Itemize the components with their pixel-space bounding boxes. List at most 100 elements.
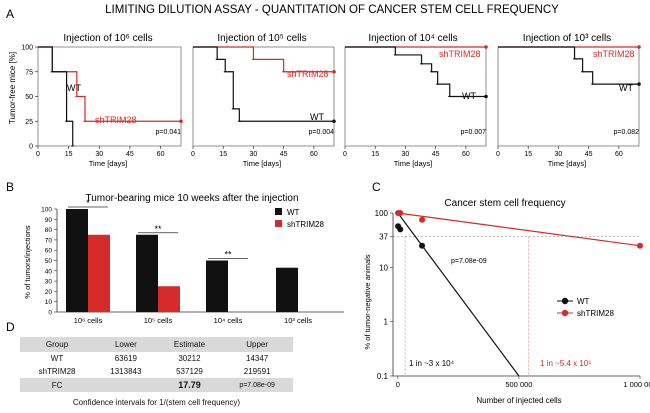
bar-wt — [206, 260, 228, 312]
y-tick-label: 20 — [45, 289, 53, 296]
survival-chart-pvalue: p=0.004 — [309, 129, 335, 136]
y-tick-label: 70 — [45, 237, 53, 244]
wt-data-point — [397, 226, 404, 233]
x-tick-label: 30 — [402, 151, 410, 158]
x-tick-label: 60 — [310, 151, 318, 158]
wt-frequency-annotation: 1 in ~3 x 10⁴ — [409, 359, 455, 368]
wt-line-label: WT — [67, 83, 81, 93]
survival-chart-title: Injection of 10⁵ cells — [217, 33, 306, 44]
table-header-row: Group Lower Estimate Upper — [20, 337, 293, 352]
x-tick-label: 45 — [280, 151, 288, 158]
censor-marker — [179, 119, 183, 124]
column-header: Group — [20, 337, 95, 352]
x-tick-label: 15 — [65, 151, 73, 158]
wt-survival-line — [345, 46, 486, 98]
y-tick-label: 50 — [45, 258, 53, 265]
column-header: Upper — [221, 337, 293, 352]
y-tick-label: 0 — [48, 310, 52, 317]
y-tick-label: 0 — [29, 144, 33, 151]
panel-b-label: B — [6, 180, 14, 194]
y-tick-label: 50 — [25, 94, 33, 101]
survival-chart-4: Injection of 10³ cells Time [days] p=0.0… — [496, 33, 641, 168]
frequency-chart-pvalue: p=7.08e-09 — [451, 258, 487, 265]
x-tick-label: 15 — [371, 151, 379, 158]
panel-d-label: D — [6, 320, 15, 334]
panel-a-ylabel: Tumor-free mice [%] — [8, 52, 17, 124]
y-tick-label: 1 — [384, 318, 389, 327]
y-tick-label: 10 — [45, 299, 53, 306]
table-cell: FC — [20, 378, 95, 392]
wt-line-label: WT — [619, 83, 633, 93]
y-tick-label: 100 — [41, 207, 52, 214]
survival-chart-pvalue: p=0.041 — [156, 129, 182, 136]
survival-chart-xlabel: Time [days] — [89, 159, 127, 168]
category-label: 10⁵ cells — [144, 316, 173, 325]
y-tick-label: 80 — [45, 227, 53, 234]
wt-survival-line — [193, 46, 334, 122]
shtrim28-data-point — [637, 242, 643, 249]
y-tick-label: 30 — [45, 279, 53, 286]
legend-marker-wt — [561, 297, 569, 305]
x-tick-label: 60 — [615, 151, 623, 158]
bar-wt — [276, 267, 298, 312]
figure-title: LIMITING DILUTION ASSAY - QUANTITATION O… — [105, 4, 559, 16]
survival-chart-2: Injection of 10⁵ cells Time [days] p=0.0… — [191, 33, 336, 168]
table-cell: 1313843 — [110, 367, 142, 376]
legend-swatch-wt — [275, 208, 282, 215]
shtrim28-line-label: shTRIM28 — [95, 115, 137, 125]
wt-survival-line — [498, 46, 639, 85]
bar-shtrim28 — [158, 286, 180, 312]
y-tick-label: 100 — [21, 45, 33, 52]
confidence-table: Group Lower Estimate Upper WT 63619 3021… — [20, 337, 293, 392]
x-tick-label: 30 — [95, 151, 103, 158]
significance-marker: ** — [154, 224, 162, 234]
table-cell: 14347 — [246, 354, 269, 363]
censor-marker — [637, 82, 641, 86]
legend-label-wt: WT — [577, 297, 590, 306]
x-tick-label: 0 — [191, 151, 195, 158]
x-tick-label: 15 — [219, 151, 227, 158]
survival-chart-pvalue: p=0.082 — [614, 129, 640, 136]
y-tick-label: 0.1 — [377, 372, 389, 381]
x-tick-label: 30 — [250, 151, 258, 158]
x-tick-label: 500 000 — [505, 380, 532, 389]
x-tick-label: 30 — [555, 151, 563, 158]
survival-chart-1: Injection of 10⁶ cells Time [days] p=0.0… — [21, 33, 183, 168]
frequency-chart-ylabel: % of tumor-negative animals — [363, 254, 372, 349]
category-label: 10³ cells — [284, 316, 312, 325]
bar-chart-title: Tumor-bearing mice 10 weeks after the in… — [85, 193, 298, 204]
wt-line-label: WT — [310, 112, 324, 122]
survival-chart-xlabel: Time [days] — [243, 159, 281, 168]
survival-chart-title: Injection of 10⁴ cells — [368, 33, 457, 44]
table-cell: 537129 — [176, 367, 203, 376]
shtrim28-line-label: shTRIM28 — [593, 49, 635, 59]
frequency-chart-xlabel: Number of injected cells — [476, 396, 561, 405]
x-tick-label: 60 — [462, 151, 470, 158]
panel-a-label: A — [6, 7, 14, 21]
x-tick-label: 0 — [496, 151, 500, 158]
legend-swatch-shtrim28 — [275, 220, 282, 227]
censor-marker — [637, 45, 641, 49]
category-label: 10⁴ cells — [214, 316, 243, 325]
significance-marker: ** — [224, 250, 232, 260]
survival-chart-xlabel: Time [days] — [548, 159, 586, 168]
y-tick-label: 100 — [375, 209, 389, 218]
wt-survival-line — [38, 46, 74, 146]
significance-marker: * — [86, 198, 90, 208]
y-tick-label: 40 — [45, 268, 53, 275]
x-tick-label: 0 — [36, 151, 40, 158]
shtrim28-data-point — [419, 216, 426, 223]
x-tick-label: 45 — [585, 151, 593, 158]
bar-chart-ylabel: % of tumors/injections — [23, 225, 32, 299]
legend-label-shtrim28: shTRIM28 — [577, 309, 614, 318]
censor-marker — [332, 69, 336, 74]
bar-shtrim28 — [88, 234, 110, 312]
fold-change-estimate: 17.79 — [157, 378, 222, 392]
table-row: WT 63619 30212 14347 — [20, 352, 293, 365]
category-label: 10⁶ cells — [74, 316, 103, 325]
legend-label-wt: WT — [287, 208, 300, 217]
censor-marker — [484, 94, 488, 99]
survival-chart-title: Injection of 10³ cells — [523, 33, 611, 44]
x-tick-label: 15 — [524, 151, 532, 158]
wt-data-point — [419, 242, 426, 249]
